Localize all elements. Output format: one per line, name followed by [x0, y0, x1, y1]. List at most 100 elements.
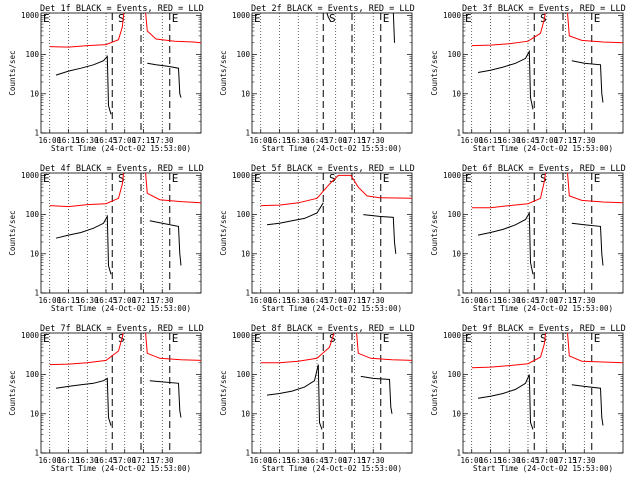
- marker-label: E: [383, 12, 390, 25]
- y-axis-label: Counts/sec: [219, 210, 228, 255]
- x-tick-label: 16:00: [460, 456, 483, 465]
- x-tick-label: 17:30: [151, 136, 174, 145]
- x-tick-label: 16:15: [57, 296, 80, 305]
- series-line: [49, 13, 201, 48]
- x-tick-label: 16:15: [268, 296, 291, 305]
- series-line: [571, 384, 604, 426]
- x-tick-label: 17:00: [535, 296, 558, 305]
- series-line: [149, 380, 182, 418]
- plot-frame: [40, 172, 202, 294]
- y-tick-label: 100: [447, 50, 461, 59]
- marker-label: E: [465, 12, 472, 25]
- x-tick-label: 17:15: [343, 136, 366, 145]
- plot-frame: [251, 12, 413, 134]
- y-tick-label: 100: [447, 370, 461, 379]
- marker-label: E: [465, 172, 472, 185]
- plot-frame: [40, 12, 202, 134]
- x-tick-label: 17:00: [113, 296, 136, 305]
- y-tick-label: 10: [241, 89, 251, 98]
- series-line: [477, 211, 534, 275]
- marker-label: E: [383, 332, 390, 345]
- y-tick-label: 10: [30, 89, 40, 98]
- x-tick-label: 16:30: [76, 456, 99, 465]
- x-tick-label: 17:30: [573, 456, 596, 465]
- x-tick-label: 16:45: [306, 136, 329, 145]
- series-line: [571, 222, 604, 266]
- series-line: [571, 60, 604, 103]
- x-tick-label: 16:15: [479, 296, 502, 305]
- y-axis-label: Counts/sec: [430, 50, 439, 95]
- marker-label: E: [172, 332, 179, 345]
- x-tick-label: 17:15: [343, 296, 366, 305]
- series-line: [266, 202, 324, 226]
- x-tick-label: 16:30: [76, 136, 99, 145]
- marker-label: S: [329, 12, 336, 25]
- y-tick-label: 10: [452, 409, 462, 418]
- x-tick-label: 16:00: [460, 136, 483, 145]
- panel-title: Det 7f BLACK = Events, RED = LLD: [40, 324, 204, 334]
- x-tick-label: 17:30: [151, 456, 174, 465]
- panel-title: Det 8f BLACK = Events, RED = LLD: [251, 324, 415, 334]
- x-tick-label: 17:15: [132, 456, 155, 465]
- plot-frame: [462, 12, 624, 134]
- x-tick-label: 17:30: [362, 136, 385, 145]
- x-tick-label: 17:00: [113, 456, 136, 465]
- x-tick-label: 16:15: [268, 136, 291, 145]
- series-line: [471, 333, 623, 369]
- x-tick-label: 16:30: [498, 456, 521, 465]
- marker-label: E: [383, 172, 390, 185]
- y-axis-label: Counts/sec: [219, 370, 228, 415]
- x-tick-label: 16:15: [57, 456, 80, 465]
- panel-title: Det 2f BLACK = Events, RED = LLD: [251, 4, 415, 14]
- y-tick-label: 1: [456, 289, 461, 298]
- x-tick-label: 16:45: [306, 296, 329, 305]
- marker-label: E: [172, 12, 179, 25]
- y-tick-label: 1000: [443, 171, 462, 180]
- x-axis-label: Start Time (24-Oct-02 15:53:00): [473, 144, 613, 153]
- x-tick-label: 16:45: [306, 456, 329, 465]
- marker-label: E: [254, 172, 261, 185]
- y-tick-label: 100: [236, 50, 250, 59]
- x-tick-label: 17:00: [535, 456, 558, 465]
- marker-label: S: [118, 172, 125, 185]
- series-line: [471, 173, 623, 209]
- x-tick-label: 16:30: [498, 136, 521, 145]
- x-tick-label: 16:00: [249, 296, 272, 305]
- x-tick-label: 17:15: [554, 296, 577, 305]
- x-tick-label: 17:00: [324, 296, 347, 305]
- y-tick-label: 100: [25, 370, 39, 379]
- marker-label: S: [329, 172, 336, 185]
- series-line: [55, 214, 112, 275]
- x-tick-label: 16:00: [249, 136, 272, 145]
- x-tick-label: 16:00: [460, 296, 483, 305]
- y-axis-label: Counts/sec: [430, 370, 439, 415]
- series-line: [471, 13, 623, 47]
- marker-label: E: [465, 332, 472, 345]
- x-tick-label: 16:30: [287, 296, 310, 305]
- x-tick-label: 17:30: [362, 296, 385, 305]
- x-tick-label: 16:45: [517, 456, 540, 465]
- marker-label: S: [118, 12, 125, 25]
- y-tick-label: 1000: [21, 331, 40, 340]
- x-tick-label: 17:30: [362, 456, 385, 465]
- x-tick-label: 16:00: [249, 456, 272, 465]
- marker-label: E: [594, 172, 601, 185]
- series-line: [477, 374, 534, 430]
- series-line: [55, 55, 112, 115]
- x-tick-label: 16:00: [38, 136, 61, 145]
- y-axis-label: Counts/sec: [430, 210, 439, 255]
- series-line: [392, 13, 395, 43]
- y-tick-label: 10: [241, 249, 251, 258]
- y-tick-label: 1000: [21, 11, 40, 20]
- x-axis-label: Start Time (24-Oct-02 15:53:00): [262, 304, 402, 313]
- marker-label: E: [43, 172, 50, 185]
- plot-frame: [462, 172, 624, 294]
- y-tick-label: 1000: [232, 11, 251, 20]
